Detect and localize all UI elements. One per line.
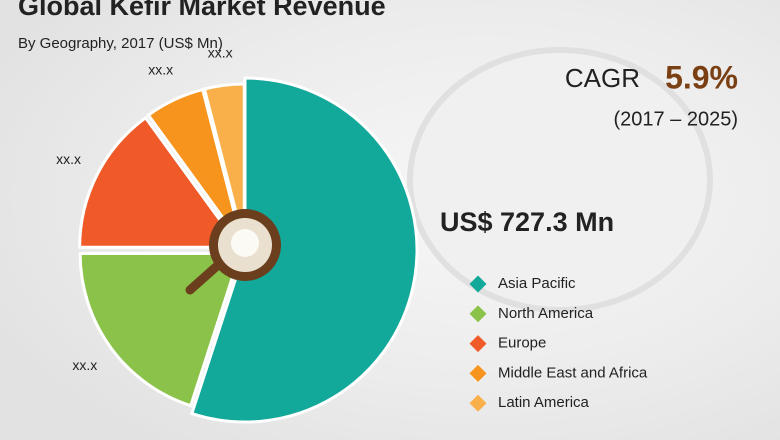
cagr-period: (2017 – 2025): [613, 108, 738, 130]
bowl: [185, 209, 281, 295]
cagr-value: 5.9%: [665, 59, 738, 95]
legend-label: North America: [498, 305, 594, 322]
data-label: xx.x: [72, 357, 97, 373]
total-label: US$ 727.3 Mn: [440, 207, 614, 237]
pie-slice: [146, 87, 244, 246]
chart-title: Global Kefir Market Revenue: [18, 0, 386, 21]
legend-label: Middle East and Africa: [498, 364, 648, 381]
legend-label: Latin America: [498, 394, 590, 411]
pie-slice: [202, 82, 246, 245]
background-jar: [407, 47, 713, 313]
chart-subtitle: By Geography, 2017 (US$ Mn): [18, 35, 223, 52]
pie-slice: [189, 76, 419, 424]
cagr-label: CAGR: [565, 63, 640, 93]
pie-slice: [78, 115, 243, 249]
data-label: xx.x: [208, 44, 233, 60]
pie: xx.x xx.x xx.x xx.x: [56, 44, 419, 424]
data-label: xx.x: [148, 62, 173, 78]
data-label: xx.x: [56, 151, 81, 167]
legend-label: Asia Pacific: [498, 275, 576, 292]
pie-slice: [78, 252, 243, 408]
legend-label: Europe: [498, 335, 546, 352]
